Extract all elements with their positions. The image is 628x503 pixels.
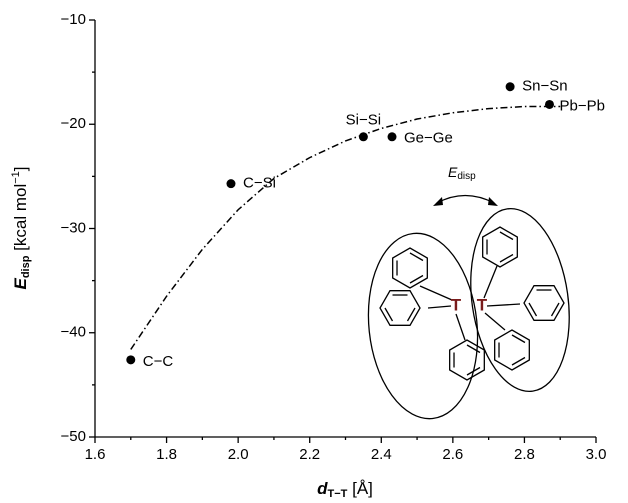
double-bond — [511, 334, 526, 344]
bond — [486, 303, 521, 307]
bond — [427, 305, 452, 309]
point — [544, 99, 554, 109]
point — [126, 355, 136, 365]
inset-label-sub: disp — [457, 171, 476, 182]
x-tick-label: 2.4 — [371, 446, 392, 463]
double-bond — [511, 356, 526, 366]
point — [505, 82, 515, 92]
y-label-sup: −1 — [10, 171, 22, 184]
bond — [455, 313, 466, 341]
y-tick-label: −20 — [61, 115, 86, 132]
double-bond — [409, 252, 424, 262]
x-tick-label: 2.0 — [228, 446, 249, 463]
point-label: C−Si — [243, 175, 276, 192]
x-tick-label: 2.6 — [442, 446, 463, 463]
double-bond — [528, 302, 538, 317]
y-label-end: ] — [11, 166, 30, 171]
x-label-sub: T−T — [328, 488, 348, 500]
bond — [484, 312, 506, 331]
inset-label-main: E — [448, 164, 458, 180]
point — [226, 179, 236, 189]
atom-label: T — [477, 295, 488, 314]
phenyl-ring — [494, 329, 530, 371]
point — [358, 132, 368, 142]
point-label: Sn−Sn — [522, 78, 567, 95]
double-bond — [466, 344, 481, 354]
y-label-sub: disp — [20, 255, 32, 278]
y-axis-label: Edisp [kcal mol−1] — [10, 166, 32, 289]
inset-label: Edisp — [448, 164, 476, 182]
ellipse — [470, 208, 570, 392]
double-bond — [550, 302, 560, 317]
point-label: C−C — [143, 353, 174, 370]
point-label: Pb−Pb — [559, 97, 604, 114]
y-tick-label: −40 — [61, 324, 86, 341]
phenyl-ring — [482, 226, 518, 268]
x-label-rest: [Å] — [347, 479, 373, 498]
double-bond — [499, 253, 514, 263]
y-label-rest: [kcal mol — [11, 184, 30, 256]
phenyl-ring — [379, 290, 421, 326]
point-label: Si−Si — [346, 112, 381, 129]
double-bond — [384, 307, 394, 322]
ellipse — [367, 232, 479, 420]
x-tick-label: 2.2 — [299, 446, 320, 463]
phenyl-ring — [392, 247, 428, 289]
phenyl-ring — [449, 339, 485, 381]
x-axis-label: dT−T [Å] — [317, 479, 373, 499]
y-tick-label: −10 — [61, 11, 86, 28]
double-bond — [466, 366, 481, 376]
bond — [419, 285, 453, 301]
bond — [483, 265, 498, 299]
x-tick-label: 1.8 — [156, 446, 177, 463]
x-tick-label: 3.0 — [586, 446, 607, 463]
double-bond — [409, 274, 424, 284]
atom-label: T — [451, 295, 462, 314]
x-tick-label: 1.6 — [85, 446, 106, 463]
arrow — [436, 194, 495, 204]
y-tick-label: −30 — [61, 219, 86, 236]
point-label: Ge−Ge — [404, 130, 453, 147]
fit-curve — [130, 105, 561, 350]
y-label-main: E — [11, 278, 30, 290]
x-label-main: d — [317, 479, 328, 498]
arrowhead — [433, 197, 498, 206]
x-tick-label: 2.8 — [514, 446, 535, 463]
double-bond — [499, 231, 514, 241]
y-tick-label: −50 — [61, 428, 86, 445]
phenyl-ring — [523, 285, 565, 321]
double-bond — [406, 307, 416, 322]
point — [387, 132, 397, 142]
